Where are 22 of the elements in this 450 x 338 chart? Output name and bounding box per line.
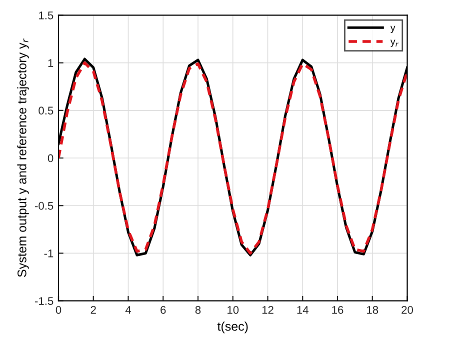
y-tick-label: -1 <box>44 250 54 258</box>
x-tick-label: 20 <box>402 306 413 314</box>
x-axis-title: t(sec) <box>217 322 248 334</box>
x-tick-label: 2 <box>90 306 96 314</box>
x-tick-label: 10 <box>228 306 239 314</box>
x-tick-label: 4 <box>125 306 132 314</box>
y-tick-label: 1 <box>48 59 54 67</box>
legend-label: y <box>390 26 396 34</box>
y-tick-label: 1.5 <box>39 12 54 20</box>
y-axis-title: System output y and reference trajectory y$_{r}$ <box>17 38 29 277</box>
y-tick-label: 0 <box>48 154 54 162</box>
x-tick-label: 6 <box>160 306 166 314</box>
x-tick-label: 14 <box>297 306 308 314</box>
x-tick-label: 18 <box>367 306 378 314</box>
x-tick-label: 12 <box>262 306 274 314</box>
x-tick-label: 8 <box>195 306 201 314</box>
legend-label: y$_{r}$ <box>390 40 399 47</box>
y-tick-label: -0.5 <box>34 202 54 210</box>
y-tick-label: -1.5 <box>34 297 54 305</box>
x-tick-label: 0 <box>56 306 62 314</box>
y-tick-label: 0.5 <box>38 106 54 115</box>
x-tick-label: 16 <box>332 306 344 314</box>
